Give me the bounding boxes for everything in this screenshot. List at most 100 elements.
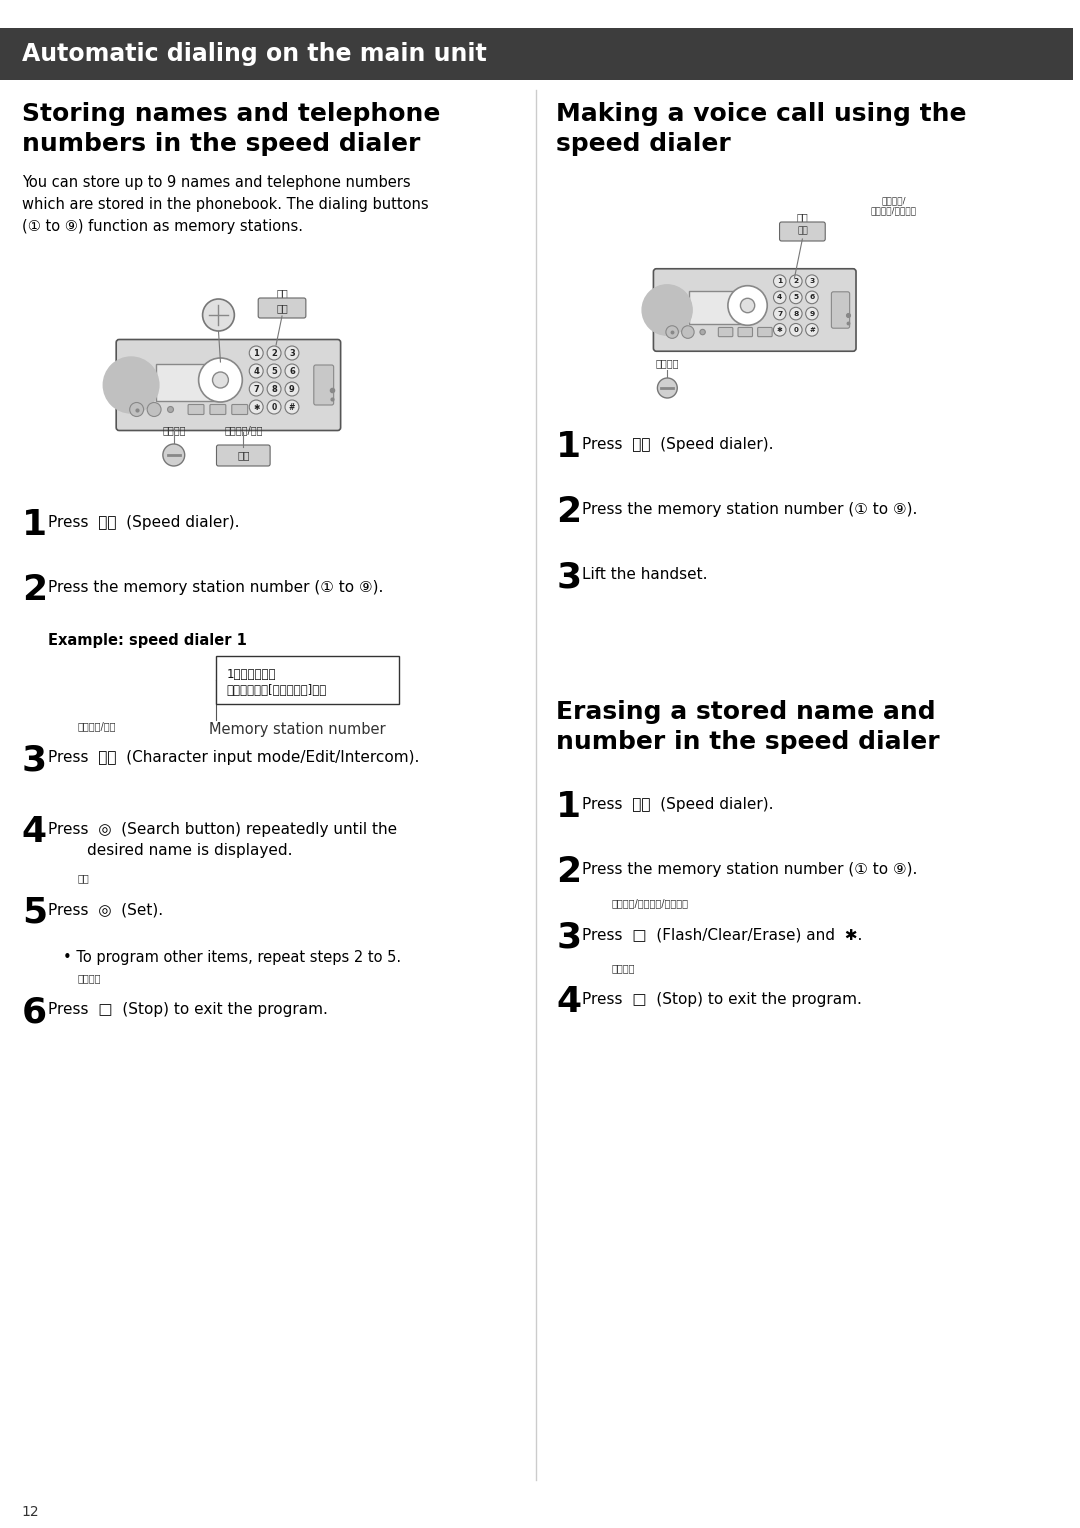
Text: ストップ: ストップ	[162, 425, 186, 435]
Text: 3: 3	[556, 559, 581, 594]
Circle shape	[789, 292, 802, 304]
FancyBboxPatch shape	[232, 405, 247, 414]
Circle shape	[658, 377, 677, 397]
FancyBboxPatch shape	[758, 327, 772, 336]
FancyBboxPatch shape	[117, 339, 340, 431]
Circle shape	[267, 364, 281, 377]
Circle shape	[267, 345, 281, 361]
Circle shape	[741, 298, 755, 313]
Circle shape	[203, 299, 234, 332]
Text: 短縮: 短縮	[797, 212, 808, 222]
Text: Press  □  (Stop) to exit the program.: Press □ (Stop) to exit the program.	[48, 1002, 327, 1018]
Text: ストップ: ストップ	[656, 358, 679, 368]
Text: 4: 4	[22, 814, 46, 850]
FancyBboxPatch shape	[689, 290, 750, 324]
FancyBboxPatch shape	[653, 269, 856, 351]
Text: 2: 2	[556, 856, 581, 889]
Text: Memory station number: Memory station number	[208, 723, 386, 736]
Circle shape	[249, 364, 264, 377]
Text: 1: 1	[22, 507, 46, 542]
Circle shape	[167, 406, 174, 413]
Text: 5: 5	[271, 367, 278, 376]
Text: 3: 3	[289, 348, 295, 358]
Text: 短縮: 短縮	[797, 226, 808, 235]
FancyBboxPatch shape	[188, 405, 204, 414]
Text: #: #	[288, 402, 295, 411]
FancyBboxPatch shape	[738, 327, 753, 336]
Circle shape	[213, 371, 228, 388]
Text: 5: 5	[22, 895, 46, 929]
Text: Press  短縮  (Speed dialer).: Press 短縮 (Speed dialer).	[582, 437, 773, 452]
Text: Press  内線  (Character input mode/Edit/Intercom).: Press 内線 (Character input mode/Edit/Inte…	[48, 750, 419, 766]
Text: Making a voice call using the
speed dialer: Making a voice call using the speed dial…	[556, 102, 967, 156]
Circle shape	[789, 275, 802, 287]
Text: 2: 2	[794, 278, 798, 284]
Text: クリアー/用件消去: クリアー/用件消去	[870, 206, 917, 215]
Text: Storing names and telephone
numbers in the speed dialer: Storing names and telephone numbers in t…	[22, 102, 441, 156]
Text: • To program other items, repeat steps 2 to 5.: • To program other items, repeat steps 2…	[63, 950, 401, 966]
Text: 短縮: 短縮	[276, 287, 288, 298]
Text: 1．ミトウロク: 1．ミトウロク	[227, 668, 275, 681]
Circle shape	[285, 345, 299, 361]
Text: Press the memory station number (① to ⑨).: Press the memory station number (① to ⑨)…	[582, 503, 917, 516]
Text: 文字切替/修正: 文字切替/修正	[78, 721, 116, 730]
Circle shape	[267, 400, 281, 414]
Text: 8: 8	[793, 310, 798, 316]
Text: ✱: ✱	[253, 402, 259, 411]
Text: 1: 1	[778, 278, 782, 284]
Text: 0: 0	[794, 327, 798, 333]
Circle shape	[643, 284, 692, 335]
Text: 0: 0	[271, 402, 276, 411]
Text: Press  ◎  (Set).: Press ◎ (Set).	[48, 902, 163, 917]
Text: Erasing a stored name and
number in the speed dialer: Erasing a stored name and number in the …	[556, 700, 940, 753]
Text: 7: 7	[778, 310, 782, 316]
Circle shape	[806, 324, 819, 336]
Text: Press the memory station number (① to ⑨).: Press the memory station number (① to ⑨)…	[582, 862, 917, 877]
Circle shape	[789, 307, 802, 319]
Text: 2: 2	[556, 495, 581, 529]
Text: 4: 4	[778, 295, 782, 301]
Text: 1: 1	[556, 429, 581, 465]
Text: 6: 6	[809, 295, 814, 301]
Circle shape	[130, 402, 144, 417]
FancyBboxPatch shape	[314, 365, 334, 405]
Text: 9: 9	[289, 385, 295, 394]
Text: Press  □  (Stop) to exit the program.: Press □ (Stop) to exit the program.	[582, 992, 862, 1007]
FancyBboxPatch shape	[0, 28, 1072, 79]
FancyBboxPatch shape	[780, 222, 825, 241]
Text: 内線: 内線	[237, 451, 249, 460]
Circle shape	[728, 286, 767, 325]
Text: 4: 4	[254, 367, 259, 376]
FancyBboxPatch shape	[258, 298, 306, 318]
Circle shape	[249, 345, 264, 361]
Text: Lift the handset.: Lift the handset.	[582, 567, 707, 582]
Text: Press  □  (Flash/Clear/Erase) and  ✱.: Press □ (Flash/Clear/Erase) and ✱.	[582, 927, 862, 941]
Text: 4: 4	[556, 986, 581, 1019]
Text: 決定: 決定	[78, 872, 90, 883]
Text: キャッチ/: キャッチ/	[881, 196, 906, 205]
Text: Automatic dialing on the main unit: Automatic dialing on the main unit	[22, 41, 487, 66]
Text: Press the memory station number (① to ⑨).: Press the memory station number (① to ⑨)…	[48, 581, 383, 594]
FancyBboxPatch shape	[718, 327, 733, 336]
Circle shape	[773, 292, 786, 304]
Text: 7: 7	[254, 385, 259, 394]
Circle shape	[285, 364, 299, 377]
Text: Press  ◎  (Search button) repeatedly until the
        desired name is displayed: Press ◎ (Search button) repeatedly until…	[48, 822, 396, 859]
Text: 3: 3	[809, 278, 814, 284]
Circle shape	[163, 445, 185, 466]
Circle shape	[789, 324, 802, 336]
Text: Example: speed dialer 1: Example: speed dialer 1	[48, 633, 246, 648]
Text: ストップ: ストップ	[78, 973, 100, 983]
Text: 5: 5	[794, 295, 798, 301]
Circle shape	[773, 307, 786, 319]
Text: トウロクハ　[シュウセイ]オス: トウロクハ [シュウセイ]オス	[227, 685, 326, 697]
Text: ストップ: ストップ	[611, 963, 635, 973]
Circle shape	[773, 324, 786, 336]
Text: 2: 2	[22, 573, 46, 607]
FancyBboxPatch shape	[216, 656, 400, 704]
FancyBboxPatch shape	[210, 405, 226, 414]
Circle shape	[147, 402, 161, 417]
Circle shape	[249, 400, 264, 414]
Text: キャッチ/クリアー/用件消去: キャッチ/クリアー/用件消去	[611, 898, 689, 908]
Text: Press  短縮  (Speed dialer).: Press 短縮 (Speed dialer).	[582, 798, 773, 811]
